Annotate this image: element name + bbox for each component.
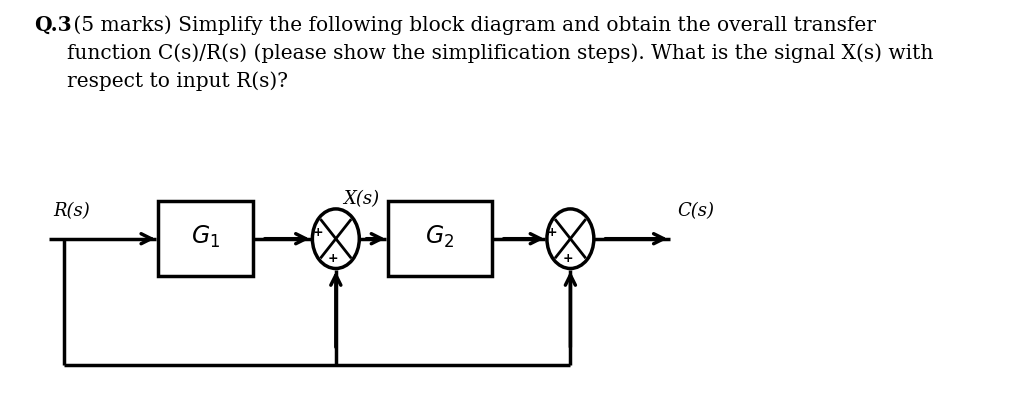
Text: +: +: [547, 226, 557, 239]
Text: $G_2$: $G_2$: [426, 224, 455, 250]
Text: Q.3: Q.3: [35, 15, 72, 35]
Text: +: +: [328, 252, 339, 265]
Bar: [158, 201, 253, 277]
Text: $G_1$: $G_1$: [190, 224, 220, 250]
Text: (5 marks) Simplify the following block diagram and obtain the overall transfer
f: (5 marks) Simplify the following block d…: [68, 15, 934, 91]
Text: X(s): X(s): [343, 190, 379, 208]
Bar: [388, 201, 493, 277]
Text: +: +: [562, 252, 573, 265]
Text: R(s): R(s): [53, 202, 90, 220]
Text: +: +: [312, 226, 323, 239]
Text: C(s): C(s): [677, 202, 714, 220]
